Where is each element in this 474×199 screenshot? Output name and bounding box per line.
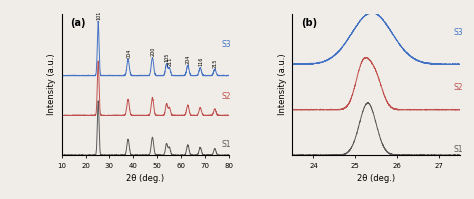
Text: 105: 105	[165, 53, 170, 62]
Text: 101: 101	[96, 11, 101, 20]
Text: S2: S2	[454, 83, 463, 92]
Text: S1: S1	[454, 145, 463, 154]
Y-axis label: Intensity (a.u.): Intensity (a.u.)	[47, 54, 56, 115]
Text: 211: 211	[168, 57, 173, 66]
X-axis label: 2θ (deg.): 2θ (deg.)	[357, 174, 395, 183]
X-axis label: 2θ (deg.): 2θ (deg.)	[126, 174, 164, 183]
Text: S2: S2	[222, 92, 231, 101]
Text: 200: 200	[151, 47, 155, 56]
Y-axis label: Intensity (a.u.): Intensity (a.u.)	[278, 54, 287, 115]
Text: 004: 004	[126, 49, 131, 59]
Text: 215: 215	[213, 58, 218, 68]
Text: (a): (a)	[70, 18, 85, 28]
Text: (b): (b)	[301, 18, 317, 28]
Text: S3: S3	[222, 40, 231, 49]
Text: 116: 116	[199, 57, 203, 66]
Text: 204: 204	[186, 54, 191, 64]
Text: S1: S1	[222, 140, 231, 149]
Text: S3: S3	[454, 28, 463, 37]
